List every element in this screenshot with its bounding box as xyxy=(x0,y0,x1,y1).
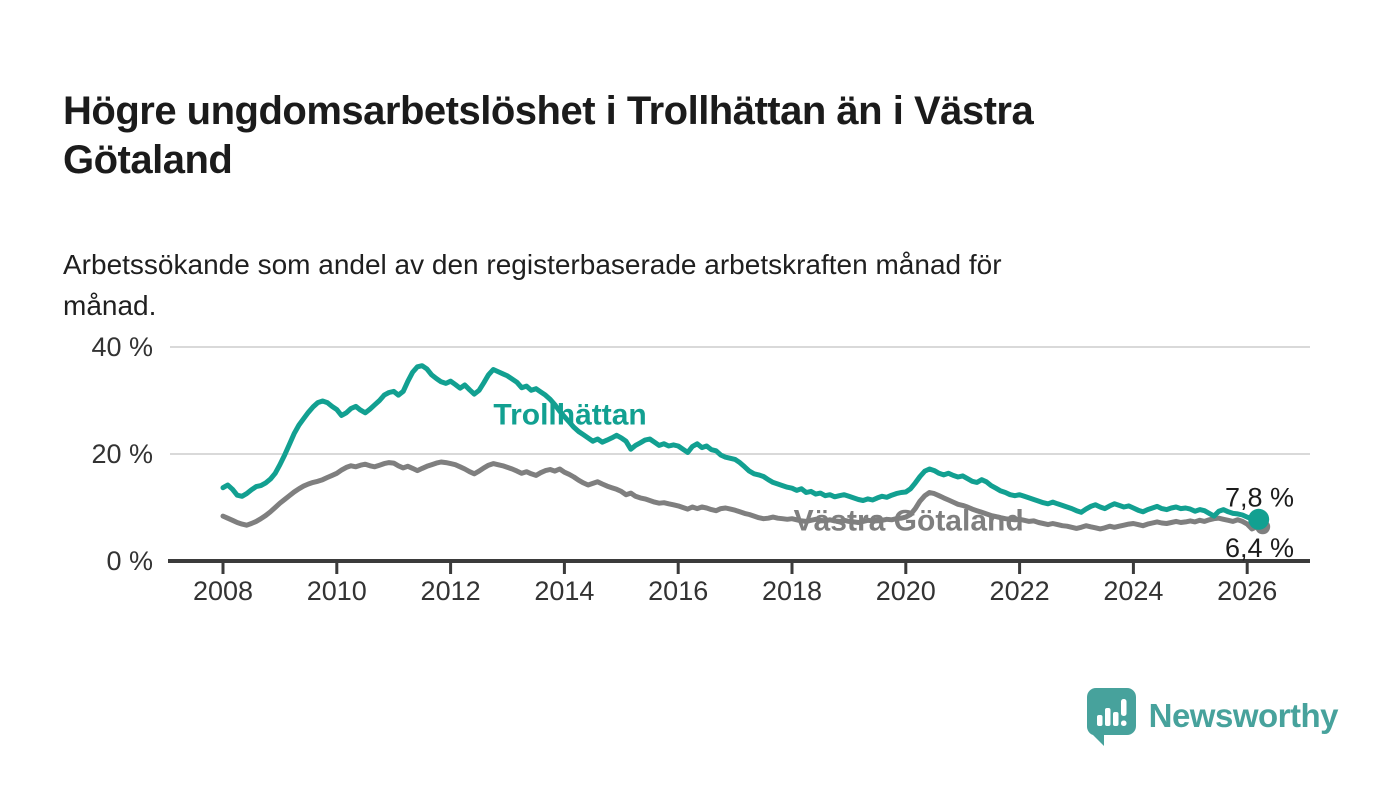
x-tick-label-2010: 2010 xyxy=(307,576,367,606)
chart-subtitle: Arbetssökande som andel av den registerb… xyxy=(63,244,1283,326)
y-tick-label-0: 0 % xyxy=(106,546,153,576)
series-label-trollh-ttan: Trollhättan xyxy=(493,399,646,432)
series-label-v-stra-g-taland: Västra Götaland xyxy=(794,505,1024,538)
chart-subtitle-line-1: Arbetssökande som andel av den registerb… xyxy=(63,249,1002,280)
trollhattan-end-marker xyxy=(1248,508,1270,530)
x-tick-label-2018: 2018 xyxy=(762,576,822,606)
vastra-gotaland-end-value: 6,4 % xyxy=(1225,533,1294,563)
x-tick-label-2012: 2012 xyxy=(421,576,481,606)
newsworthy-brand: Newsworthy xyxy=(1085,684,1339,748)
page-title: Högre ungdomsarbetslöshet i Trollhättan … xyxy=(63,87,1303,185)
x-tick-label-2016: 2016 xyxy=(648,576,708,606)
newsworthy-wordmark: Newsworthy xyxy=(1148,697,1339,734)
chart-subtitle-line-2: månad. xyxy=(63,290,157,321)
page-title-line-2: Götaland xyxy=(63,137,233,182)
y-tick-label-40: 40 % xyxy=(91,332,153,362)
series-line-v-stra-g-taland xyxy=(220,459,1260,532)
y-tick-label-20: 20 % xyxy=(91,439,153,469)
page-title-line-1: Högre ungdomsarbetslöshet i Trollhättan … xyxy=(63,88,1034,133)
x-tick-label-2022: 2022 xyxy=(990,576,1050,606)
x-tick-label-2020: 2020 xyxy=(876,576,936,606)
trollhattan-end-value: 7,8 % xyxy=(1225,482,1294,512)
x-tick-label-2026: 2026 xyxy=(1217,576,1277,606)
x-tick-label-2008: 2008 xyxy=(193,576,253,606)
bar-chart-speech-bubble-icon xyxy=(1086,688,1136,746)
x-tick-label-2014: 2014 xyxy=(534,576,594,606)
x-tick-label-2024: 2024 xyxy=(1103,576,1163,606)
series-line-trollh-ttan xyxy=(220,363,1260,522)
